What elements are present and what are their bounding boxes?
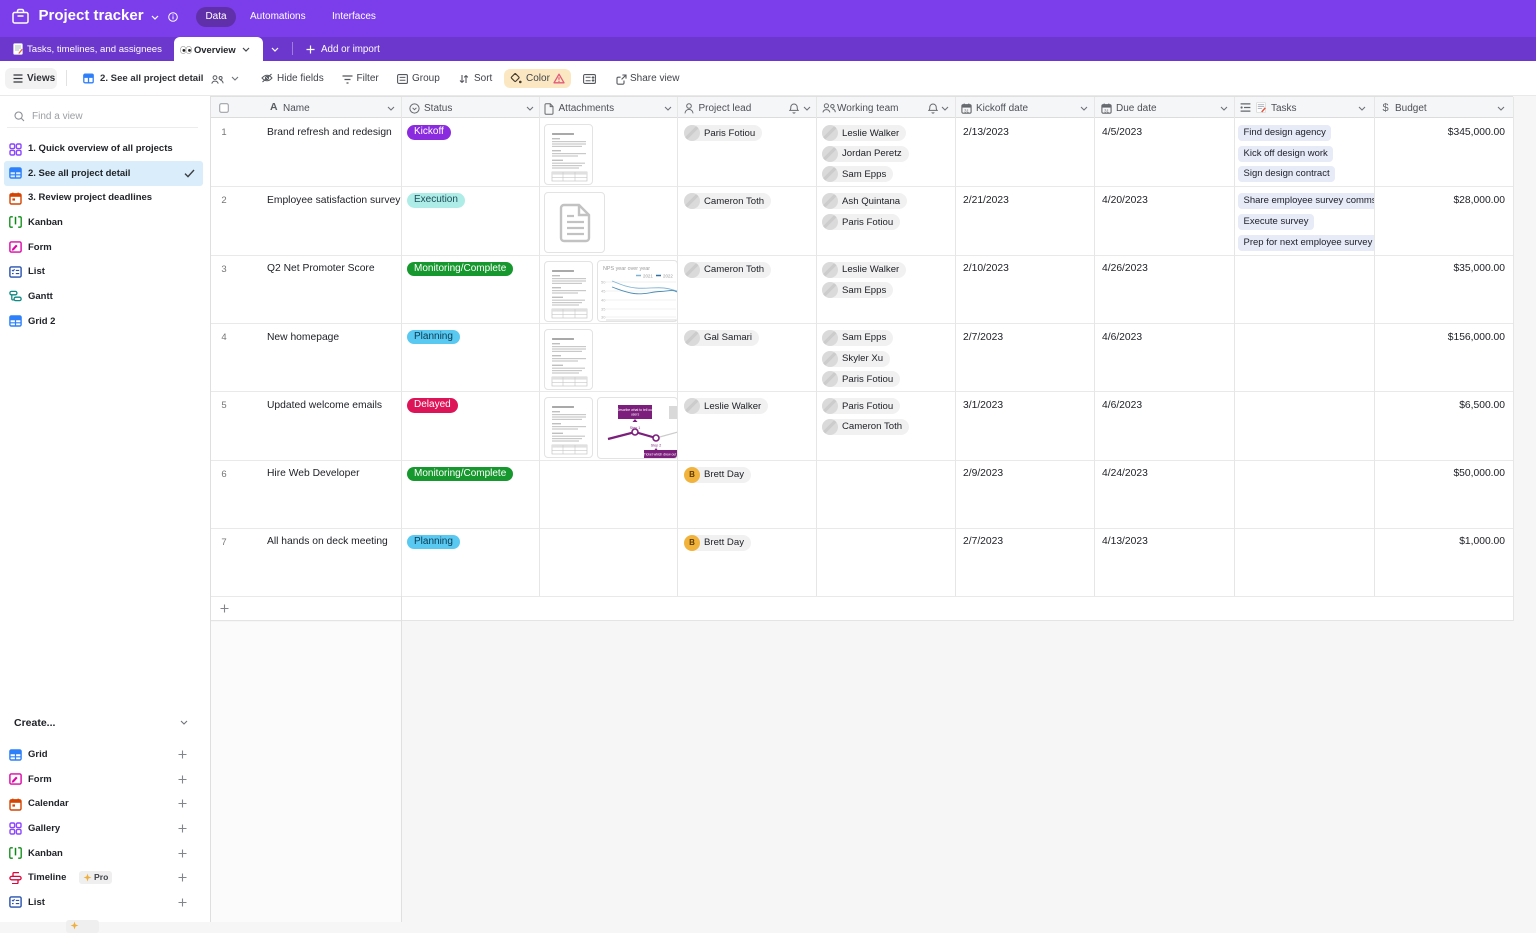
svg-text:31: 31 [1104,108,1110,113]
svg-text:45: 45 [601,289,606,294]
svg-text:2022: 2022 [663,274,673,279]
svg-text:35: 35 [601,307,606,312]
svg-text:Describe what to tell our: Describe what to tell our [616,408,653,412]
svg-text:NPS year over year: NPS year over year [603,266,650,272]
svg-text:40: 40 [601,298,606,303]
svg-text:users: users [630,412,639,416]
svg-text:Step 2: Step 2 [650,443,660,447]
svg-text:50: 50 [601,280,606,285]
svg-text:Ticket which drew out: Ticket which drew out [643,452,676,456]
svg-text:31: 31 [964,108,970,113]
svg-text:$: $ [1382,102,1388,113]
svg-text:2021: 2021 [643,274,653,279]
svg-text:30: 30 [601,315,606,320]
svg-text:Step 1: Step 1 [629,426,639,430]
